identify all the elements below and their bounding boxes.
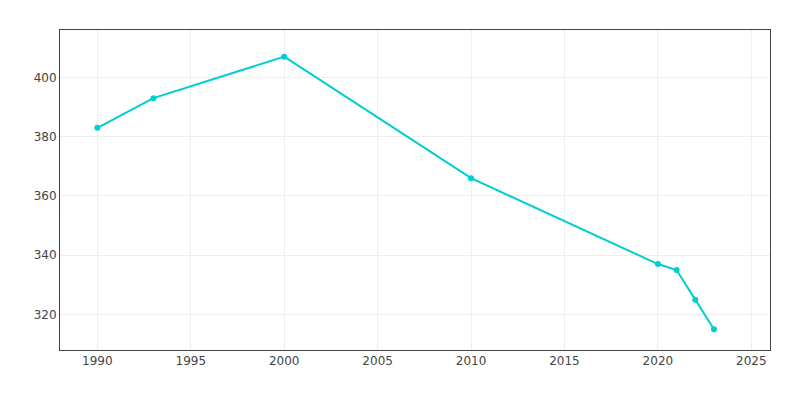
svg-text:2010: 2010 — [456, 354, 487, 368]
svg-text:1995: 1995 — [176, 354, 207, 368]
svg-text:1990: 1990 — [82, 354, 113, 368]
svg-text:360: 360 — [34, 189, 57, 203]
svg-text:400: 400 — [34, 71, 57, 85]
svg-text:340: 340 — [34, 248, 57, 262]
svg-text:2015: 2015 — [549, 354, 580, 368]
svg-text:2005: 2005 — [362, 354, 393, 368]
svg-text:2020: 2020 — [643, 354, 674, 368]
svg-text:2025: 2025 — [736, 354, 767, 368]
svg-text:380: 380 — [34, 130, 57, 144]
svg-text:320: 320 — [34, 308, 57, 322]
svg-text:2000: 2000 — [269, 354, 300, 368]
